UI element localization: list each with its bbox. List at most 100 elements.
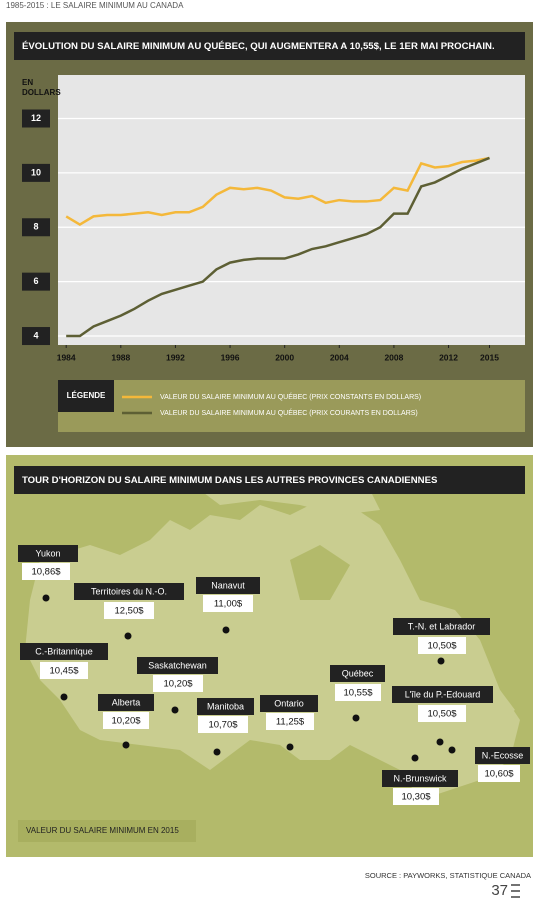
province-wage-box — [418, 705, 466, 722]
province-wage-box — [335, 684, 381, 701]
province-label: C.-Britannique 10,45$ — [20, 643, 108, 701]
province-label: Manitoba 10,70$ — [197, 698, 254, 756]
caption-box — [18, 820, 196, 842]
province-name-box — [197, 698, 254, 715]
y-tick-box — [22, 272, 50, 291]
data-line — [65, 156, 490, 227]
province-wage: 10,86$ — [31, 567, 61, 578]
province-wage: 11,00$ — [214, 599, 243, 610]
x-tick-label: 1992 — [166, 352, 185, 362]
province-wage-box — [266, 713, 314, 730]
province-wage-box — [203, 595, 253, 612]
province-marker — [286, 743, 294, 751]
province-wage-box — [153, 675, 203, 692]
province-wage: 12,50$ — [114, 606, 144, 617]
province-name-box — [260, 695, 318, 712]
province-label: L'île du P.-Edouard 10,50$ — [392, 686, 493, 746]
province-name: Yukon — [35, 548, 60, 558]
legend-title-box — [58, 380, 114, 412]
province-label: N.-Ecosse 10,60$ — [448, 746, 530, 782]
logo — [511, 884, 520, 898]
province-marker — [222, 626, 230, 634]
province-name-box — [98, 694, 154, 711]
legend-title: LÉGENDE — [67, 391, 106, 400]
y-tick-label: 4 — [33, 330, 38, 340]
province-label: Saskatchewan 10,20$ — [137, 657, 218, 714]
province-label: Yukon 10,86$ — [18, 545, 78, 602]
province-name-box — [74, 583, 184, 600]
plot-area — [58, 75, 525, 345]
source: SOURCE : PAYWORKS, STATISTIQUE CANADA — [365, 871, 531, 880]
province-label: Alberta 10,20$ — [98, 694, 154, 749]
province-marker — [213, 748, 221, 756]
x-tick-label: 1996 — [221, 352, 240, 362]
province-wage: 10,45$ — [49, 666, 79, 677]
province-name-box — [196, 577, 260, 594]
province-wage-box — [418, 637, 466, 654]
legend-label: VALEUR DU SALAIRE MINIMUM AU QUÉBEC (PRI… — [160, 392, 421, 401]
province-name-box — [382, 770, 458, 787]
province-label: Ontario 11,25$ — [260, 695, 318, 751]
y-tick-box — [22, 218, 50, 237]
province-marker — [436, 738, 444, 746]
province-wage-box — [198, 716, 248, 733]
x-tick-label: 2000 — [275, 352, 294, 362]
province-name-box — [392, 686, 493, 703]
y-tick-box — [22, 327, 50, 346]
header-title: 1985-2015 : LE SALAIRE MINIMUM AU CANADA — [6, 1, 184, 10]
province-name-box — [393, 618, 490, 635]
data-line — [66, 156, 490, 338]
map-title-box — [14, 466, 525, 494]
province-marker — [124, 632, 132, 640]
province-name: N.-Brunswick — [393, 773, 447, 783]
province-name: C.-Britannique — [35, 646, 93, 656]
province-wage: 10,60$ — [484, 769, 514, 780]
hudson-bay — [290, 545, 350, 600]
province-wage-box — [104, 602, 154, 619]
province-name-box — [475, 747, 530, 764]
province-name: Québec — [342, 668, 374, 678]
province-marker — [60, 693, 68, 701]
province-name-box — [137, 657, 218, 674]
map-caption: VALEUR DU SALAIRE MINIMUM EN 2015 — [26, 826, 179, 835]
province-wage: 10,70$ — [208, 720, 238, 731]
province-wage: 10,20$ — [111, 716, 141, 727]
y-axis-label: EN DOLLARS — [22, 78, 61, 97]
x-tick-label: 1988 — [111, 352, 130, 362]
province-wage: 11,25$ — [276, 717, 305, 728]
province-name: Manitoba — [207, 701, 244, 711]
y-tick-label: 10 — [31, 167, 41, 177]
legend-box — [58, 380, 525, 432]
province-name-box — [20, 643, 108, 660]
y-tick-box — [22, 109, 50, 128]
province-wage-box — [40, 662, 88, 679]
province-marker — [42, 594, 50, 602]
x-tick-label: 1984 — [57, 352, 76, 362]
province-wage-box — [393, 788, 439, 805]
province-wage: 10,30$ — [401, 792, 431, 803]
province-name: Saskatchewan — [148, 660, 207, 670]
province-label: T.-N. et Labrador 10,50$ — [393, 618, 490, 665]
province-name: Nanavut — [211, 580, 245, 590]
province-name-box — [330, 665, 385, 682]
x-tick-label: 2015 — [480, 352, 499, 362]
province-wage-box — [22, 563, 70, 580]
chart-title-box — [14, 32, 525, 60]
province-name: L'île du P.-Edouard — [405, 689, 481, 699]
province-label: Territoires du N.-O. 12,50$ — [74, 583, 184, 640]
province-label: Québec 10,55$ — [330, 665, 385, 722]
chart-title: ÉVOLUTION DU SALAIRE MINIMUM AU QUÉBEC, … — [22, 40, 495, 52]
province-name: Ontario — [274, 698, 304, 708]
y-tick-label: 12 — [31, 113, 41, 123]
province-marker — [448, 746, 456, 754]
province-marker — [437, 657, 445, 665]
province-wage-box — [478, 765, 520, 782]
province-marker — [352, 714, 360, 722]
province-name: Territoires du N.-O. — [91, 586, 167, 596]
y-tick-label: 8 — [33, 222, 38, 232]
province-wage: 10,20$ — [163, 679, 193, 690]
legend-label: VALEUR DU SALAIRE MINIMUM AU QUÉBEC (PRI… — [160, 408, 418, 417]
x-tick-label: 2004 — [330, 352, 349, 362]
